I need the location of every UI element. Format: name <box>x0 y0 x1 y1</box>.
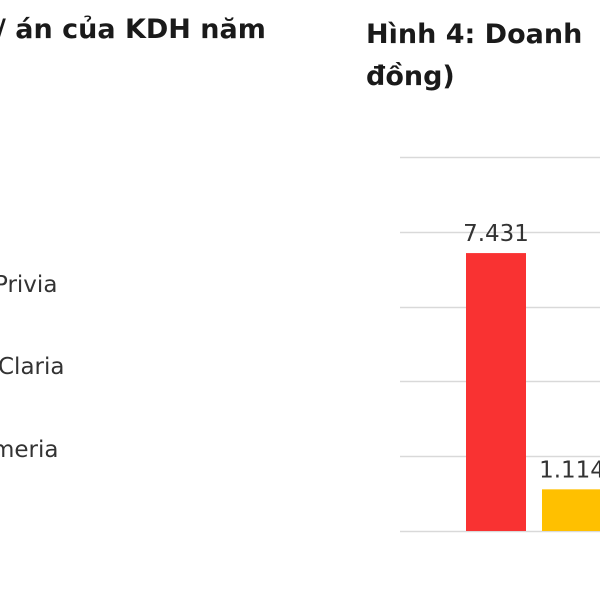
chart-title-line-2: đồng) <box>366 61 455 92</box>
chart-title: Hình 4: Doanh đồng) <box>366 14 600 98</box>
project-label-privia: Privia <box>0 272 58 298</box>
data-label-0: 7.431 <box>463 221 529 247</box>
project-label-claria: Claria <box>0 354 65 380</box>
bar-0 <box>466 253 526 531</box>
chart-title-line-1: Hình 4: Doanh <box>366 19 583 50</box>
left-panel-title: / án của KDH năm <box>0 14 266 45</box>
data-label-1: 1.114 <box>539 457 600 483</box>
bar-1 <box>542 489 600 531</box>
project-label-meria: meria <box>0 437 59 463</box>
